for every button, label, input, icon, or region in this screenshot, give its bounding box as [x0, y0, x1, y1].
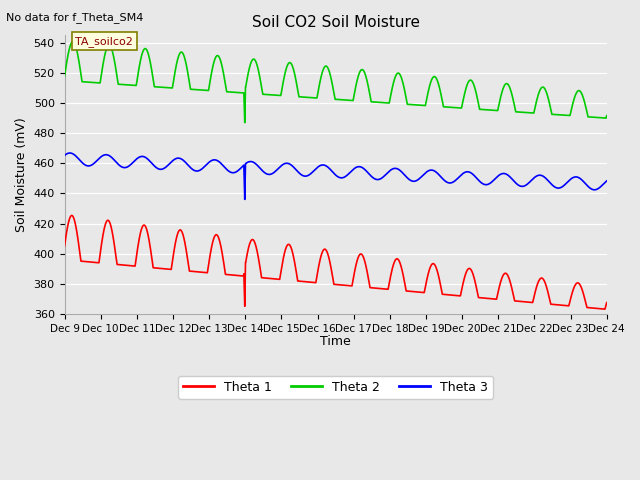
Title: Soil CO2 Soil Moisture: Soil CO2 Soil Moisture [252, 15, 420, 30]
Text: No data for f_Theta_SM4: No data for f_Theta_SM4 [6, 12, 144, 23]
Y-axis label: Soil Moisture (mV): Soil Moisture (mV) [15, 117, 28, 232]
X-axis label: Time: Time [320, 335, 351, 348]
Text: TA_soilco2: TA_soilco2 [76, 36, 133, 47]
Legend: Theta 1, Theta 2, Theta 3: Theta 1, Theta 2, Theta 3 [178, 376, 493, 399]
